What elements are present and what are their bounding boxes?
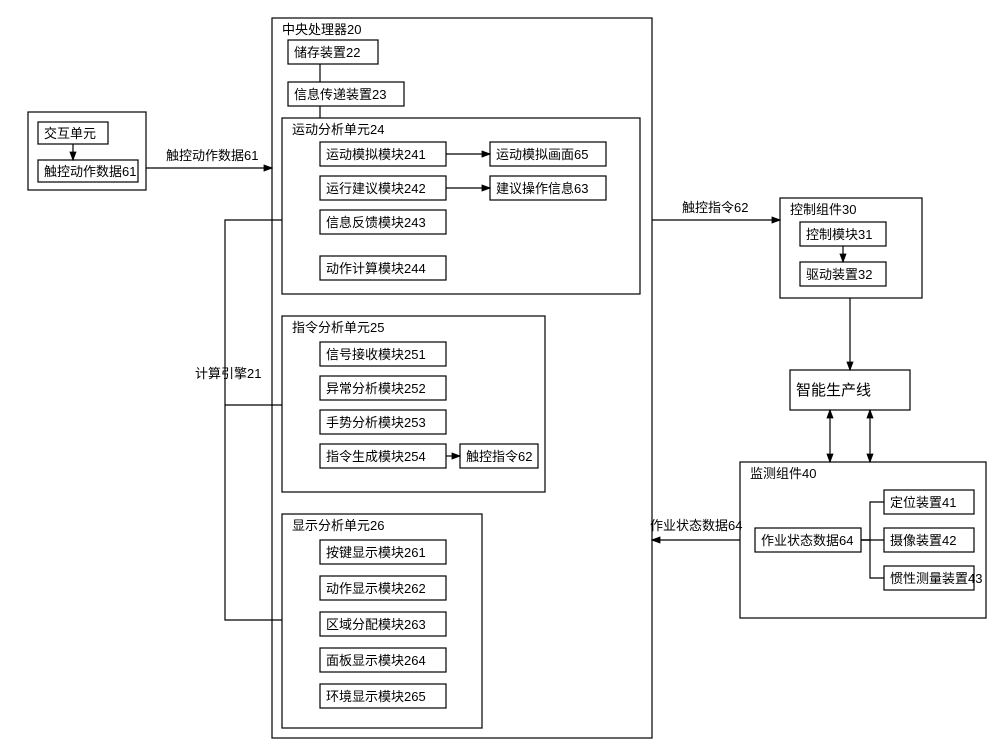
label-cmd_unit_lbl: 指令分析单元25 <box>292 320 384 335</box>
edge-label: 作业状态数据64 <box>650 518 742 533</box>
label-drive_32: 驱动装置32 <box>806 267 872 282</box>
label-touch_cmd_62b: 触控指令62 <box>466 449 532 464</box>
label-sugg_mod_242: 运行建议模块242 <box>326 181 426 196</box>
label-sugg_info_63: 建议操作信息63 <box>496 181 588 196</box>
label-store_22: 储存装置22 <box>294 45 360 60</box>
diagram-canvas: 交互单元触控动作数据61 中央处理器20 储存装置22 信息传递装置23 运动分析单元2… <box>0 0 1000 747</box>
label-cmd_gen_254: 指令生成模块254 <box>326 449 426 464</box>
label-env_265: 环境显示模块265 <box>326 689 426 704</box>
edge-label: 计算引擎21 <box>195 366 261 381</box>
label-sim_screen_65: 运动模拟画面65 <box>496 147 588 162</box>
label-prod_line: 智能生产线 <box>796 381 871 399</box>
label-act_disp_262: 动作显示模块262 <box>326 581 426 596</box>
label-cam_42: 摄像装置42 <box>890 533 956 548</box>
label-interact_unit: 交互单元 <box>44 126 96 141</box>
label-info_trans_23: 信息传递装置23 <box>294 87 386 102</box>
edge-label: 触控动作数据61 <box>166 148 258 163</box>
label-anom_252: 异常分析模块252 <box>326 381 426 396</box>
label-mon_lbl: 监测组件40 <box>750 466 816 481</box>
label-ctrl_lbl: 控制组件30 <box>790 202 856 217</box>
label-imu_43: 惯性测量装置43 <box>890 571 982 586</box>
edge-label: 触控指令62 <box>682 200 748 215</box>
label-ctrl_mod_31: 控制模块31 <box>806 227 872 242</box>
label-job_data_64b: 作业状态数据64 <box>761 533 853 548</box>
label-disp_unit_lbl: 显示分析单元26 <box>292 518 384 533</box>
label-pos_41: 定位装置41 <box>890 495 956 510</box>
label-touch_data_61a: 触控动作数据61 <box>44 164 136 179</box>
label-key_disp_261: 按键显示模块261 <box>326 545 426 560</box>
label-gesture_253: 手势分析模块253 <box>326 415 426 430</box>
label-calc_mod_244: 动作计算模块244 <box>326 261 426 276</box>
label-sig_recv_251: 信号接收模块251 <box>326 347 426 362</box>
label-cpu_label: 中央处理器20 <box>282 22 361 37</box>
label-area_263: 区域分配模块263 <box>326 617 426 632</box>
label-motion_unit_lbl: 运动分析单元24 <box>292 122 384 137</box>
label-fb_mod_243: 信息反馈模块243 <box>326 215 426 230</box>
label-sim_mod_241: 运动模拟模块241 <box>326 147 426 162</box>
label-panel_264: 面板显示模块264 <box>326 653 426 668</box>
